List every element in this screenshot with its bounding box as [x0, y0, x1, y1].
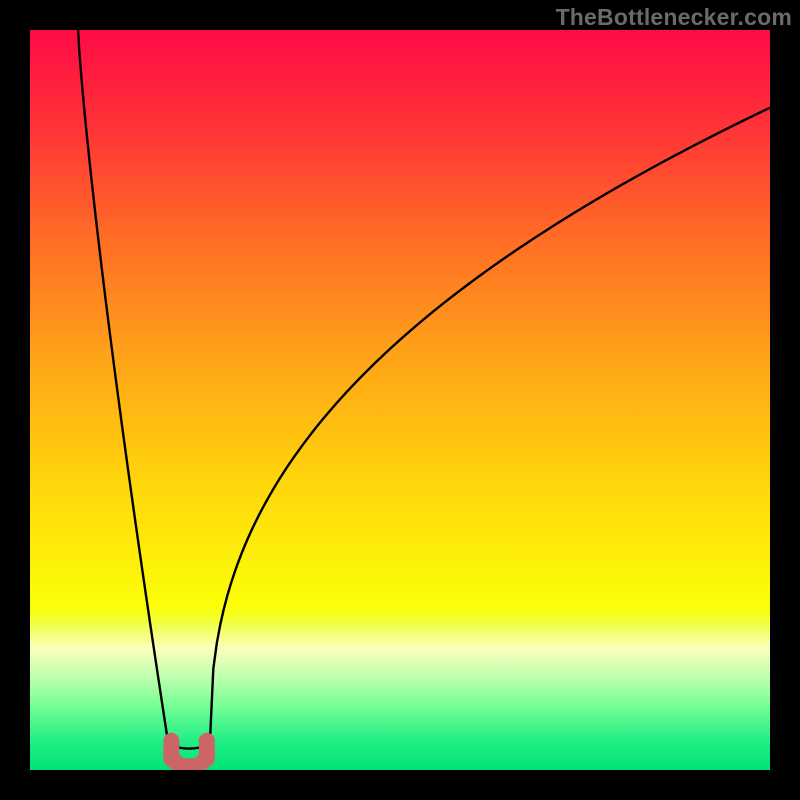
gradient-field	[30, 30, 770, 770]
chart-svg	[0, 0, 800, 800]
figure-root: TheBottlenecker.com	[0, 0, 800, 800]
watermark-text: TheBottlenecker.com	[556, 4, 792, 31]
